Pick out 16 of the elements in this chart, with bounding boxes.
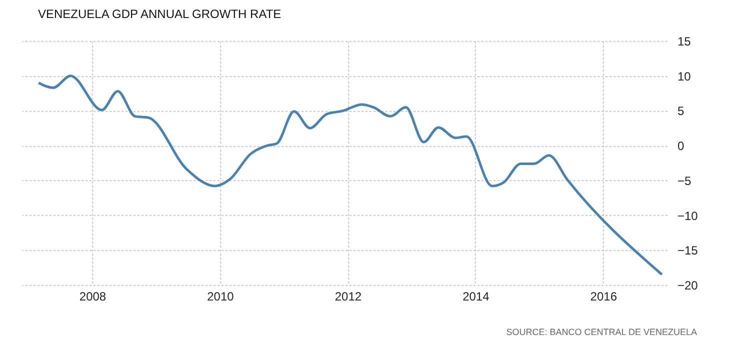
- y-tick-label: 5: [678, 104, 684, 118]
- y-tick-label: 10: [678, 69, 692, 84]
- x-tick-label: 2010: [207, 290, 234, 304]
- y-tick-label: −20: [678, 278, 698, 292]
- y-tick-label: −10: [678, 208, 698, 223]
- line-series: [37, 74, 664, 276]
- y-tick-label: −15: [678, 244, 698, 258]
- x-tick-label: 2012: [334, 290, 362, 304]
- source-note: SOURCE: BANCO CENTRAL DE VENEZUELA: [506, 327, 697, 337]
- y-tick-label: 0: [678, 139, 684, 154]
- x-tick-label: 2014: [462, 290, 490, 304]
- chart-title: VENEZUELA GDP ANNUAL GROWTH RATE: [38, 7, 282, 21]
- x-tick-label: 2008: [79, 290, 106, 304]
- y-tick-label: −5: [678, 174, 692, 188]
- x-tick-label: 2016: [590, 290, 618, 304]
- y-tick-label: 15: [678, 34, 692, 48]
